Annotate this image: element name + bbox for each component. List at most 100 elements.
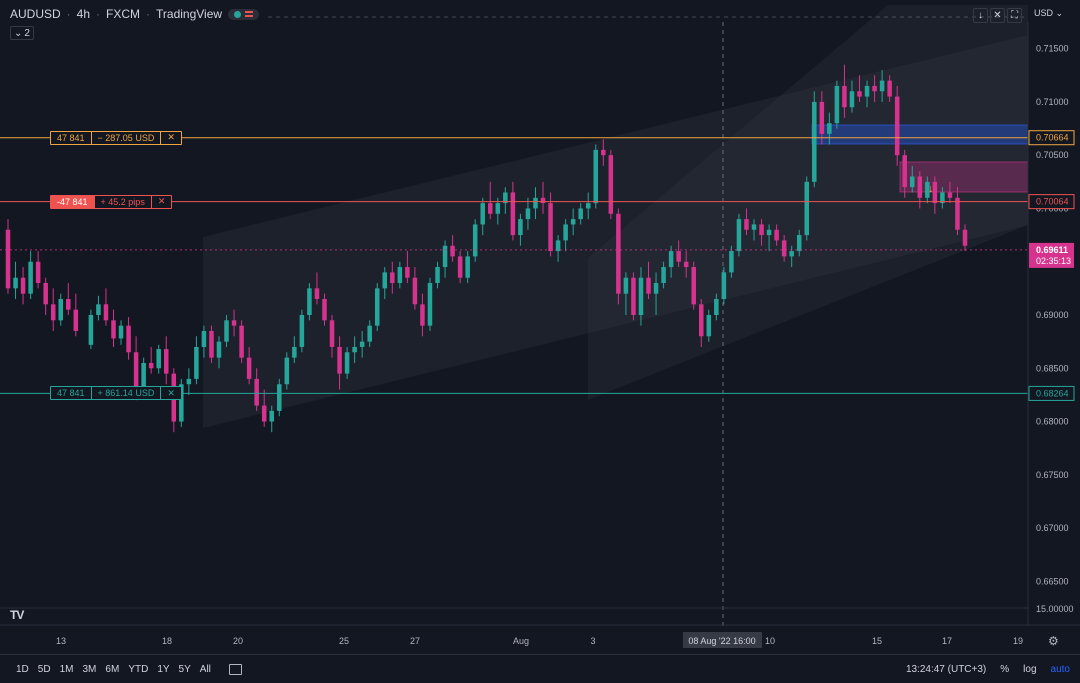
candle-body bbox=[510, 192, 516, 236]
candle bbox=[751, 219, 757, 241]
candle-body bbox=[962, 229, 968, 246]
download-icon[interactable]: ↓ bbox=[973, 8, 988, 23]
time-tick-label: 18 bbox=[162, 636, 172, 646]
price-tick-label: 0.68500 bbox=[1036, 363, 1069, 373]
orange-price-tag: 0.70664 bbox=[1036, 133, 1069, 143]
timeframe-button[interactable]: 3M bbox=[82, 663, 97, 675]
candle bbox=[261, 389, 267, 427]
candle-body bbox=[570, 219, 576, 225]
candle bbox=[804, 176, 810, 241]
candle-body bbox=[163, 349, 169, 374]
fullscreen-icon[interactable]: ⛶ bbox=[1007, 8, 1022, 23]
crosshair-time-tag: 08 Aug '22 16:00 bbox=[688, 636, 755, 646]
candle-body bbox=[744, 219, 749, 230]
price-tick-label: 0.69000 bbox=[1036, 310, 1069, 320]
market-status-pill[interactable] bbox=[228, 8, 260, 20]
auto-scale-toggle[interactable]: auto bbox=[1050, 663, 1070, 675]
log-toggle[interactable]: log bbox=[1023, 663, 1037, 675]
candle bbox=[352, 336, 357, 363]
candle-body bbox=[307, 288, 312, 315]
candle-body bbox=[141, 362, 146, 390]
timeframe-button[interactable]: 6M bbox=[105, 663, 120, 675]
candle-body bbox=[518, 219, 523, 236]
symbol-header[interactable]: AUDUSD · 4h · FXCM · TradingView bbox=[10, 7, 260, 21]
interval-label[interactable]: 4h bbox=[76, 7, 91, 21]
symbol-name[interactable]: AUDUSD bbox=[10, 7, 61, 21]
close-icon[interactable]: ✕ bbox=[990, 8, 1005, 23]
candle bbox=[932, 176, 938, 214]
candle bbox=[925, 176, 930, 204]
header-separator: · bbox=[96, 7, 101, 21]
currency-label: USD bbox=[1034, 8, 1054, 18]
candle-body bbox=[442, 245, 448, 268]
candle bbox=[714, 293, 719, 321]
clock-label[interactable]: 13:24:47 (UTC+3) bbox=[905, 663, 987, 675]
timeframe-button[interactable]: 5Y bbox=[178, 663, 191, 675]
candle-body bbox=[729, 251, 734, 273]
timeframe-button[interactable]: 1M bbox=[59, 663, 74, 675]
timeframe-button[interactable]: All bbox=[199, 663, 211, 675]
candle bbox=[307, 283, 312, 321]
candle bbox=[940, 187, 945, 209]
candle bbox=[593, 144, 599, 209]
chevron-down-icon: ⌄ bbox=[14, 27, 23, 39]
position-close-button[interactable]: ✕ bbox=[157, 196, 166, 207]
candle-body bbox=[631, 277, 636, 315]
candle-body bbox=[533, 197, 538, 209]
position-close-button[interactable]: ✕ bbox=[167, 387, 175, 398]
goto-date-icon[interactable] bbox=[228, 663, 242, 675]
candle-body bbox=[849, 91, 855, 108]
candle bbox=[299, 309, 305, 353]
tradingview-logo[interactable]: TV bbox=[10, 608, 24, 622]
candle-body bbox=[382, 272, 388, 289]
candle bbox=[216, 336, 222, 369]
demand-zone-box bbox=[811, 124, 1029, 145]
candle-body bbox=[239, 325, 244, 358]
candle bbox=[246, 346, 252, 385]
candle-body bbox=[194, 346, 199, 379]
candle bbox=[88, 309, 94, 350]
candle-body bbox=[322, 299, 327, 321]
candle-body bbox=[932, 181, 938, 204]
price-tick-label: 0.68000 bbox=[1036, 417, 1069, 427]
candle-body bbox=[292, 346, 297, 358]
percent-toggle[interactable]: % bbox=[1000, 663, 1010, 675]
indicators-toggle-button[interactable]: ⌄ 2 bbox=[10, 26, 34, 40]
candle bbox=[819, 91, 825, 145]
candle-body bbox=[329, 320, 335, 347]
timeframe-button[interactable]: 1Y bbox=[157, 663, 170, 675]
candle bbox=[329, 315, 335, 358]
timeframe-button[interactable]: YTD bbox=[128, 663, 149, 675]
position-pnl: + 45.2 pips bbox=[95, 195, 152, 208]
candle-body bbox=[480, 203, 485, 225]
time-tick-label: 27 bbox=[410, 636, 420, 646]
timeframe-button[interactable]: 5D bbox=[37, 663, 51, 675]
candle-body bbox=[156, 349, 161, 369]
candle bbox=[390, 261, 395, 294]
position-label[interactable]: 47 841 + 861.14 USD ✕ bbox=[50, 386, 182, 401]
position-close-button[interactable]: ✕ bbox=[167, 132, 175, 143]
time-tick-label: 10 bbox=[765, 636, 775, 646]
candle-body bbox=[344, 352, 350, 374]
red-price-tag-bg bbox=[1028, 194, 1075, 210]
currency-selector[interactable]: USD ⌄ bbox=[1034, 8, 1063, 19]
candle-body bbox=[864, 85, 870, 97]
candle bbox=[503, 187, 508, 214]
position-qty: 47 841 bbox=[51, 387, 92, 400]
candle bbox=[231, 309, 237, 337]
candle bbox=[420, 293, 425, 337]
candle-body bbox=[314, 288, 320, 300]
candle-body bbox=[608, 155, 614, 214]
candle bbox=[668, 245, 674, 278]
candle bbox=[58, 293, 64, 326]
gear-icon[interactable]: ⚙ bbox=[1048, 634, 1059, 648]
candle-body bbox=[585, 203, 591, 209]
candle bbox=[465, 251, 470, 284]
position-label[interactable]: -47 841 + 45.2 pips ✕ bbox=[50, 194, 173, 209]
position-label[interactable]: 47 841− 287.05 USD ✕ bbox=[50, 130, 182, 145]
timeframe-button[interactable]: 1D bbox=[16, 663, 29, 675]
candle-body bbox=[653, 283, 659, 294]
candle-body bbox=[337, 346, 342, 374]
